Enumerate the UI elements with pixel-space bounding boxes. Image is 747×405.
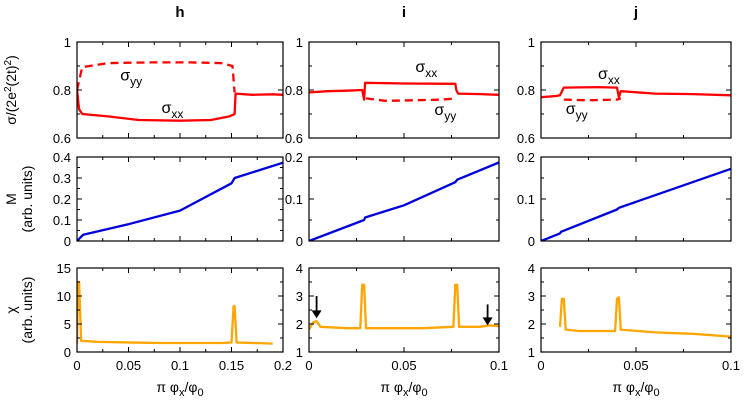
panel-h-susceptibility: 0 5 10 15 0 0.05 0.1 0.15 0.2 π φx/φ0 χ (arb. units… [3, 261, 292, 399]
annotation-yy: σyy [566, 101, 588, 122]
series-i-sigma-0 [309, 81, 499, 101]
panel-i-susceptibility: 1 2 3 4 0 0.05 0.1 π φx/φ0 [296, 261, 508, 399]
panel-i-sigma: 0.6 0.8 1 i σxx σyy [285, 4, 500, 146]
y-tick-label: 0.6 [53, 131, 71, 146]
y-tick-label: 1 [528, 345, 535, 360]
y-tick-label: 0.1 [517, 192, 535, 207]
y-axis-label: σ/(2e2(2t)2) [3, 55, 19, 125]
y-tick-label: 3 [296, 289, 303, 304]
series-i-sigma-1 [365, 97, 456, 102]
annotation-xx: σxx [161, 100, 183, 121]
series-i-magnetization-0 [309, 161, 499, 241]
annotation-xx: σxx [415, 59, 437, 80]
y-tick-label: 0 [64, 345, 71, 360]
y-tick-label: 15 [57, 261, 71, 276]
series-h-susceptibility-0 [77, 280, 273, 345]
x-tick-label: 0 [305, 358, 312, 373]
series-j-sigma-1 [563, 97, 622, 102]
axes-frame [540, 41, 732, 139]
panel-j-magnetization: 0 0.1 0.2 [517, 150, 732, 249]
y-tick-label: 0.8 [53, 83, 71, 98]
panel-title: i [402, 4, 406, 21]
x-tick-label: 0.1 [722, 358, 740, 373]
series-h-sigma-1 [77, 61, 236, 93]
series-h-magnetization-0 [77, 161, 283, 241]
series-h-sigma-0 [77, 89, 283, 122]
panel-j-susceptibility: 1 2 3 4 0 0.05 0.1 π φx/φ0 [528, 261, 740, 399]
y-axis-label: M [3, 193, 19, 205]
arrow-head [311, 310, 322, 319]
y-tick-label: 0.2 [517, 150, 535, 165]
x-tick-label: 0.15 [219, 358, 244, 373]
y-tick-label: 1 [528, 35, 535, 50]
y-tick-label: 1 [296, 35, 303, 50]
x-tick-label: 0.05 [391, 358, 416, 373]
y-tick-label: 0.1 [285, 192, 303, 207]
arrow-head [482, 317, 493, 326]
annotation-xx: σxx [598, 66, 620, 87]
y-tick-label: 2 [528, 317, 535, 332]
y-tick-label: 0.4 [53, 150, 71, 165]
y-tick-label: 1 [296, 345, 303, 360]
y-tick-label: 0 [528, 234, 535, 249]
y-axis-label: χ [3, 306, 19, 314]
panel-title: j [633, 4, 638, 21]
y-tick-label: 0 [296, 234, 303, 249]
series-i-susceptibility-0 [309, 283, 499, 331]
series-j-sigma-0 [541, 85, 731, 99]
y-tick-label: 5 [64, 317, 71, 332]
y-tick-label: 0.3 [53, 171, 71, 186]
x-tick-label: 0.05 [116, 358, 141, 373]
y-tick-label: 1 [64, 35, 71, 50]
x-tick-label: 0 [73, 358, 80, 373]
annotation-yy: σyy [434, 102, 456, 123]
axes-frame [76, 41, 284, 139]
panel-h-magnetization: 0 0.1 0.2 0.3 0.4 M (arb. units) [3, 150, 284, 249]
y-tick-label: 0.1 [53, 213, 71, 228]
axes-frame [76, 267, 284, 353]
y-tick-label: 4 [296, 261, 303, 276]
y-tick-label: 0.2 [285, 150, 303, 165]
axes-frame [308, 156, 500, 242]
series-j-magnetization-0 [541, 167, 731, 241]
x-tick-label: 0 [537, 358, 544, 373]
x-tick-label: 0.2 [274, 358, 292, 373]
axes-frame [308, 267, 500, 353]
y-tick-label: 0.6 [517, 131, 535, 146]
y-axis-units: (arb. units) [19, 166, 35, 233]
annotation-yy: σyy [120, 67, 142, 88]
y-tick-label: 4 [528, 261, 535, 276]
x-tick-label: 0.05 [623, 358, 648, 373]
x-tick-label: 0.1 [171, 358, 189, 373]
panel-i-magnetization: 0 0.1 0.2 [285, 150, 500, 249]
x-axis-label: π φx/φ0 [156, 379, 203, 399]
y-tick-label: 0.6 [285, 131, 303, 146]
y-tick-label: 3 [528, 289, 535, 304]
y-tick-label: 0.2 [53, 192, 71, 207]
y-tick-label: 0.8 [285, 83, 303, 98]
y-tick-label: 0 [64, 234, 71, 249]
panel-title: h [175, 4, 184, 21]
x-axis-label: π φx/φ0 [612, 379, 659, 399]
y-tick-label: 2 [296, 317, 303, 332]
series-j-susceptibility-0 [558, 296, 731, 338]
y-axis-units: (arb. units) [19, 277, 35, 344]
x-axis-label: π φx/φ0 [380, 379, 427, 399]
y-tick-label: 10 [57, 289, 71, 304]
x-tick-label: 0.1 [490, 358, 508, 373]
axes-frame [540, 267, 732, 353]
y-tick-label: 0.8 [517, 83, 535, 98]
